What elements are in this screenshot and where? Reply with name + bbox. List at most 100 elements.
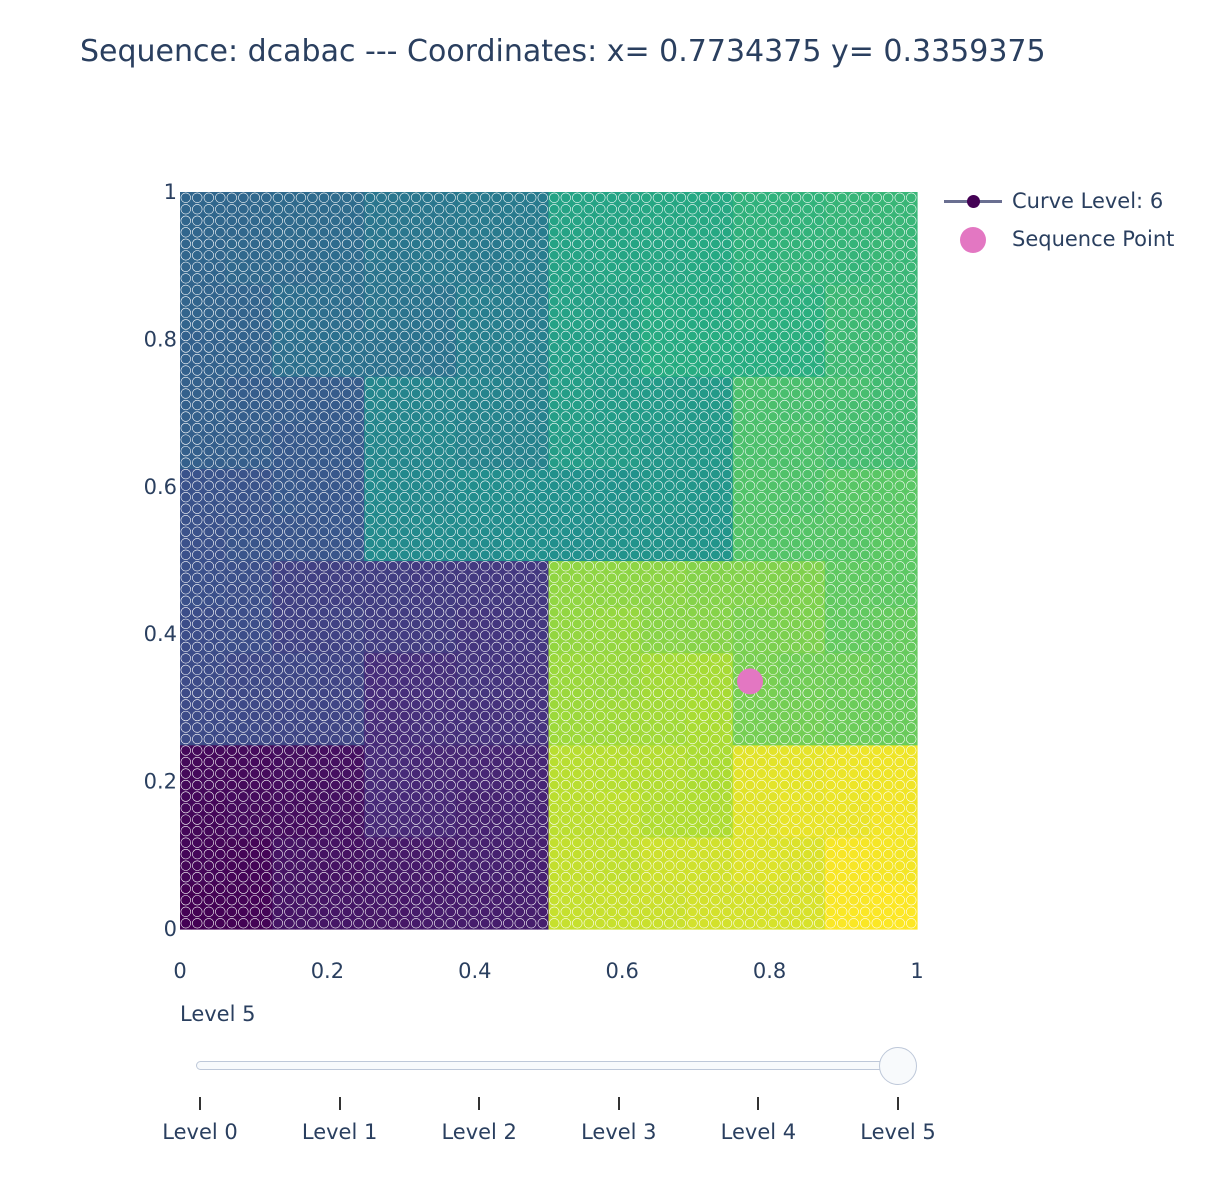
- curve-point: [180, 906, 191, 917]
- curve-point: [238, 664, 249, 676]
- curve-point: [318, 722, 330, 733]
- curve-point: [226, 630, 237, 641]
- curve-point: [261, 330, 272, 342]
- curve-point: [226, 653, 237, 664]
- curve-point: [203, 411, 214, 422]
- curve-point: [226, 814, 237, 825]
- curve-point: [272, 273, 284, 284]
- curve-point: [215, 261, 226, 272]
- curve-point: [284, 434, 295, 445]
- curve-point: [295, 791, 307, 802]
- curve-point: [249, 365, 260, 376]
- curve-point: [249, 411, 260, 422]
- curve-point: [272, 319, 284, 330]
- curve-point: [180, 710, 191, 722]
- curve-point: [238, 238, 249, 249]
- curve-point: [284, 768, 295, 779]
- curve-point: [192, 745, 203, 756]
- curve-point: [249, 307, 260, 319]
- curve-point: [307, 192, 318, 203]
- curve-point: [180, 595, 191, 606]
- curve-point: [330, 595, 341, 606]
- curve-point: [318, 710, 330, 722]
- curve-point: [180, 883, 191, 894]
- curve-point: [284, 825, 295, 837]
- curve-point: [284, 630, 295, 641]
- curve-point: [272, 376, 284, 388]
- curve-point: [215, 618, 226, 629]
- curve-point: [272, 779, 284, 791]
- curve-point: [261, 849, 272, 860]
- curve-point: [226, 595, 237, 606]
- curve-point: [307, 722, 318, 733]
- curve-point: [318, 607, 330, 618]
- curve-point: [295, 860, 307, 871]
- curve-point: [284, 353, 295, 365]
- curve-point: [249, 422, 260, 434]
- curve-point: [215, 630, 226, 641]
- curve-point: [249, 261, 260, 272]
- curve-point: [215, 319, 226, 330]
- curve-point: [226, 687, 237, 699]
- curve-point: [272, 607, 284, 618]
- curve-point: [180, 215, 191, 226]
- curve-point: [192, 768, 203, 779]
- curve-point: [215, 515, 226, 526]
- curve-point: [261, 618, 272, 629]
- curve-point: [249, 296, 260, 307]
- curve-point: [318, 561, 330, 572]
- curve-point: [272, 261, 284, 272]
- curve-point: [249, 722, 260, 733]
- curve-point: [192, 607, 203, 618]
- curve-point: [318, 204, 330, 215]
- curve-point: [215, 699, 226, 710]
- curve-point: [272, 825, 284, 837]
- curve-point: [249, 825, 260, 837]
- curve-point: [180, 365, 191, 376]
- curve-point: [180, 399, 191, 411]
- curve-point: [284, 618, 295, 629]
- curve-point: [272, 618, 284, 629]
- curve-point: [295, 768, 307, 779]
- curve-point: [261, 549, 272, 560]
- curve-point: [261, 365, 272, 376]
- curve-point: [249, 492, 260, 503]
- curve-point: [180, 296, 191, 307]
- curve-point: [295, 422, 307, 434]
- curve-point: [261, 204, 272, 215]
- curve-point: [215, 411, 226, 422]
- curve-point: [180, 607, 191, 618]
- curve-point: [318, 664, 330, 676]
- curve-point: [295, 561, 307, 572]
- curve-point: [238, 365, 249, 376]
- curve-point: [226, 388, 237, 399]
- curve-point: [318, 733, 330, 745]
- curve-point: [330, 883, 341, 894]
- curve-point: [180, 768, 191, 779]
- curve-point: [330, 584, 341, 595]
- curve-point: [284, 584, 295, 595]
- curve-point: [249, 445, 260, 457]
- curve-point: [203, 342, 214, 353]
- curve-point: [215, 549, 226, 560]
- curve-point: [261, 906, 272, 917]
- curve-point: [284, 860, 295, 871]
- curve-point: [215, 307, 226, 319]
- curve-point: [261, 722, 272, 733]
- curve-point: [203, 227, 214, 238]
- curve-point: [203, 192, 214, 203]
- curve-point: [249, 215, 260, 226]
- curve-point: [226, 468, 237, 480]
- curve-point: [249, 883, 260, 894]
- curve-point: [192, 515, 203, 526]
- curve-point: [272, 837, 284, 848]
- curve-point: [238, 204, 249, 215]
- curve-point: [261, 319, 272, 330]
- curve-point: [226, 480, 237, 491]
- curve-point: [318, 445, 330, 457]
- curve-point: [330, 422, 341, 434]
- curve-point: [284, 342, 295, 353]
- curve-point: [295, 468, 307, 480]
- curve-point: [318, 238, 330, 249]
- curve-point: [307, 411, 318, 422]
